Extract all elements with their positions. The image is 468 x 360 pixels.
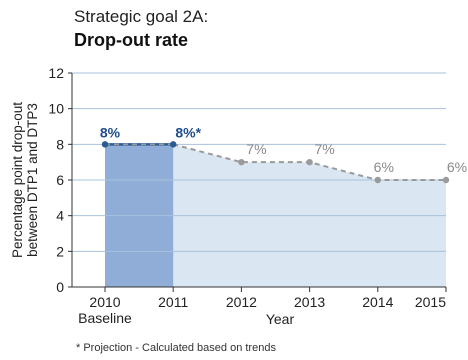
data-label: 7%: [314, 141, 334, 157]
data-label: 6%: [447, 159, 467, 175]
y-tick-label: 2: [56, 243, 64, 259]
data-label: 6%: [374, 159, 394, 175]
drop-out-rate-chart: 0 2 4 6 8 10 12 2010 2011 2012 2013 2014 2015 Baselin…: [10, 65, 467, 327]
x-axis-title: Year: [266, 311, 295, 327]
y-tick-label: 6: [56, 172, 64, 188]
x-tick-label: 2013: [294, 294, 325, 310]
y-axis-title-line: Percentage point drop-out: [10, 102, 25, 258]
y-tick-label: 4: [56, 208, 64, 224]
data-point: [101, 141, 109, 148]
chart-title: Drop-out rate: [74, 30, 188, 50]
y-tick-label: 0: [56, 279, 64, 295]
chart-title-block: Strategic goal 2A: Drop-out rate: [74, 6, 208, 52]
chart-footnote: * Projection - Calculated based on trend…: [76, 342, 276, 354]
x-tick-label: 2015: [415, 294, 446, 310]
data-point: [170, 141, 177, 148]
x-tick-label: 2010: [89, 294, 120, 310]
y-tick-label: 10: [48, 101, 64, 117]
data-point: [238, 158, 245, 166]
x-tick-label: 2011: [158, 294, 188, 310]
x-tick-label: 2012: [226, 294, 257, 310]
data-point: [306, 158, 313, 166]
y-axis-title-line: between DTP1 and DTP3: [25, 103, 40, 257]
chart-supertitle: Strategic goal 2A:: [74, 7, 209, 26]
y-tick-label: 12: [48, 65, 64, 81]
x-sublabel-baseline: Baseline: [78, 310, 132, 326]
data-label: 8%: [100, 124, 121, 140]
data-point: [442, 176, 450, 184]
y-tick-label: 8: [56, 136, 64, 152]
data-label: 8%*: [175, 124, 201, 140]
x-tick-label: 2014: [362, 294, 393, 310]
data-point: [374, 176, 381, 184]
data-label: 7%: [246, 141, 266, 157]
